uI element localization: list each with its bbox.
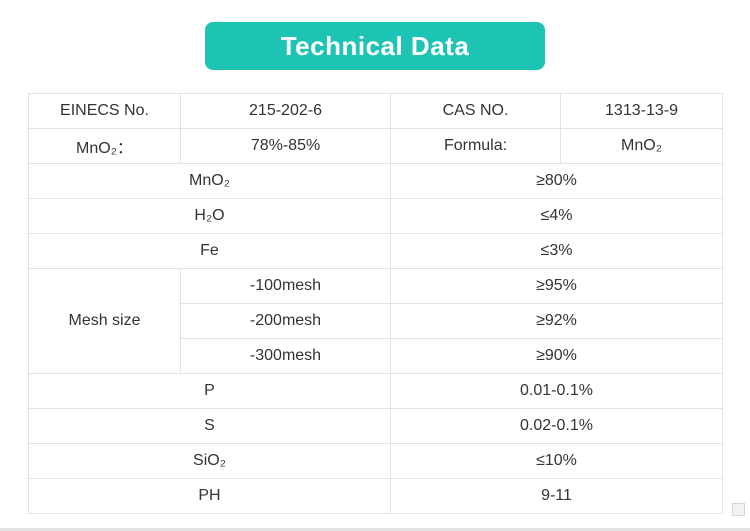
mesh-size-label: Mesh size <box>28 268 181 374</box>
spec-label-ph: PH <box>28 478 391 514</box>
mesh-100-label: -100mesh <box>180 268 391 304</box>
table-row-sio2: SiO₂ ≤10% <box>28 443 723 479</box>
technical-data-table: EINECS No. 215-202-6 CAS NO. 1313-13-9 M… <box>28 93 723 514</box>
bottom-edge-divider <box>0 528 750 531</box>
cas-label: CAS NO. <box>390 93 561 129</box>
table-row-p: P 0.01-0.1% <box>28 373 723 409</box>
page-title: Technical Data <box>280 30 470 61</box>
mno2-content-label: MnO₂： <box>28 128 181 164</box>
spec-value-p: 0.01-0.1% <box>390 373 723 409</box>
title-banner: Technical Data <box>205 22 545 70</box>
spec-value-mno2: ≥80% <box>390 163 723 199</box>
table-row-ph: PH 9-11 <box>28 478 723 514</box>
spec-label-p: P <box>28 373 391 409</box>
spec-label-s: S <box>28 408 391 444</box>
spec-value-fe: ≤3% <box>390 233 723 269</box>
table-row-mesh-200: -200mesh ≥92% <box>29 303 723 339</box>
spec-label-fe: Fe <box>28 233 391 269</box>
spec-value-ph: 9-11 <box>390 478 723 514</box>
corner-resize-handle <box>732 503 745 516</box>
spec-label-mno2: MnO₂ <box>28 163 391 199</box>
table-row-einecs-cas: EINECS No. 215-202-6 CAS NO. 1313-13-9 <box>28 93 723 129</box>
table-row-h2o: H₂O ≤4% <box>28 198 723 234</box>
spec-label-sio2: SiO₂ <box>28 443 391 479</box>
spec-value-h2o: ≤4% <box>390 198 723 234</box>
spec-value-sio2: ≤10% <box>390 443 723 479</box>
mno2-content-value: 78%-85% <box>180 128 391 164</box>
table-row-mesh-100: Mesh size -100mesh ≥95% <box>28 268 723 374</box>
mesh-300-label: -300mesh <box>180 338 391 374</box>
cas-value: 1313-13-9 <box>560 93 723 129</box>
formula-value: MnO₂ <box>560 128 723 164</box>
mesh-200-label: -200mesh <box>180 303 391 339</box>
table-row-s: S 0.02-0.1% <box>28 408 723 444</box>
mesh-100-value: ≥95% <box>390 268 723 304</box>
einecs-value: 215-202-6 <box>180 93 391 129</box>
einecs-label: EINECS No. <box>28 93 181 129</box>
table-row-mno2: MnO₂ ≥80% <box>28 163 723 199</box>
spec-label-h2o: H₂O <box>28 198 391 234</box>
mesh-200-value: ≥92% <box>390 303 723 339</box>
mesh-300-value: ≥90% <box>390 338 723 374</box>
table-row-mesh-300: -300mesh ≥90% <box>29 338 723 374</box>
formula-label: Formula: <box>390 128 561 164</box>
table-row-mno2-formula: MnO₂： 78%-85% Formula: MnO₂ <box>28 128 723 164</box>
spec-value-s: 0.02-0.1% <box>390 408 723 444</box>
table-row-fe: Fe ≤3% <box>28 233 723 269</box>
